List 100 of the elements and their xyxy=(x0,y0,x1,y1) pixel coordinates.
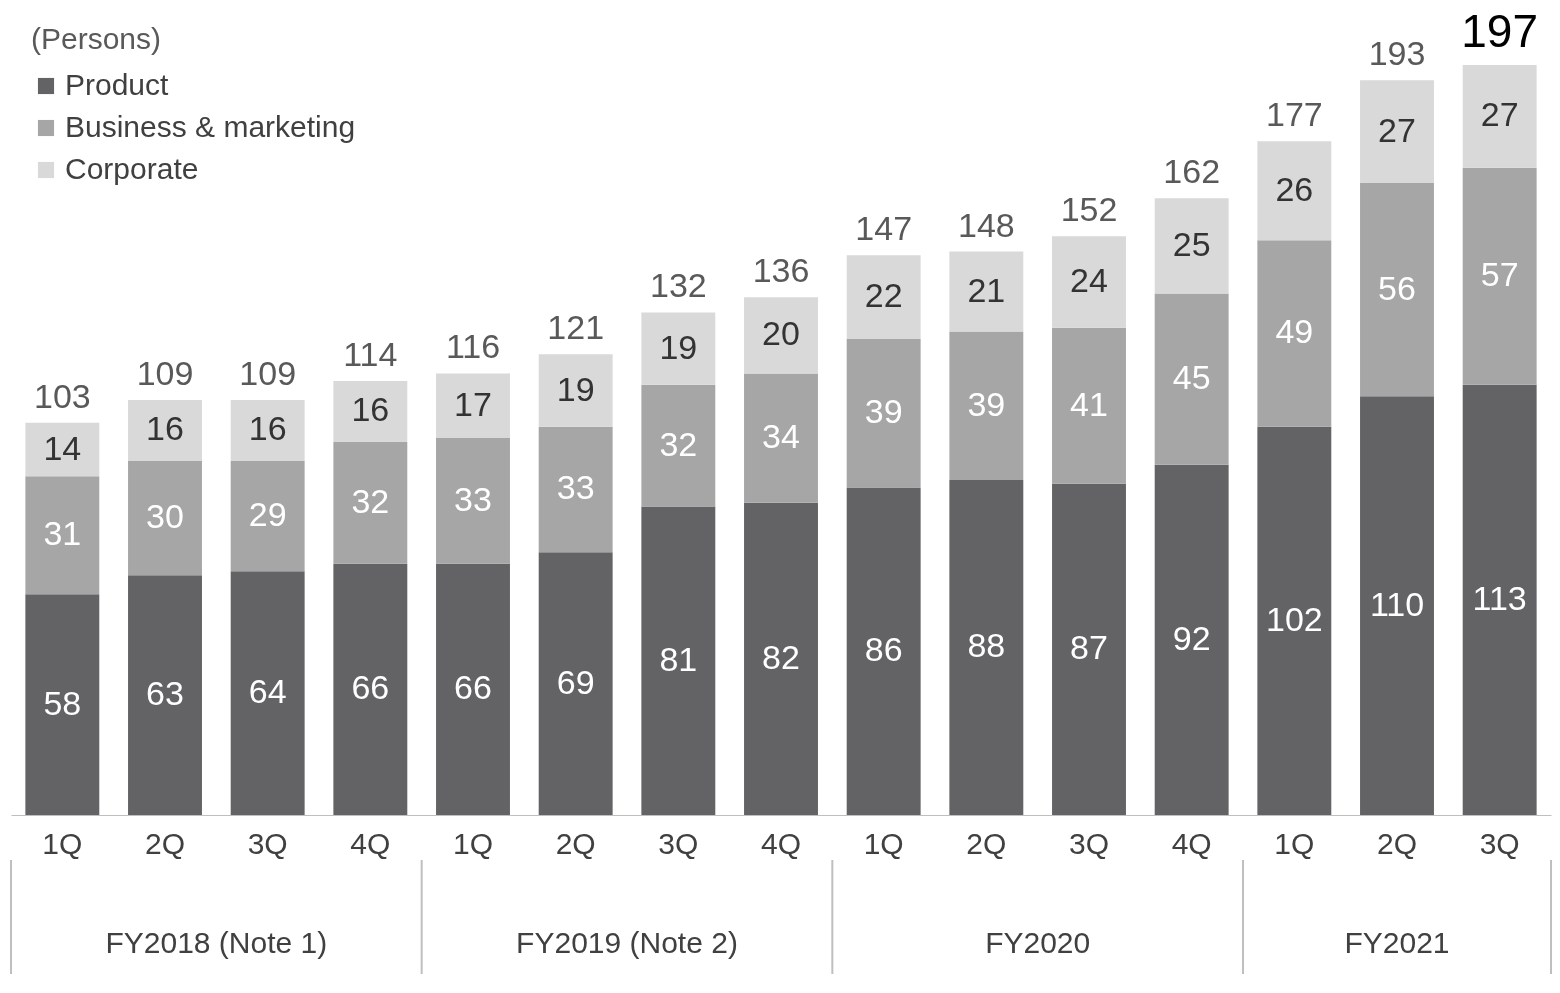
bar xyxy=(1257,240,1332,427)
text: FY2020 xyxy=(985,926,1091,959)
data-label: 21 xyxy=(967,270,1006,309)
total-label: 152 xyxy=(1060,190,1118,229)
data-label: 17 xyxy=(454,384,492,423)
data-label: 33 xyxy=(556,468,595,507)
data-label: 26 xyxy=(1275,169,1314,208)
bar xyxy=(436,563,510,815)
bar xyxy=(1360,396,1434,815)
x-tick-label: 4Q xyxy=(350,826,391,860)
bar xyxy=(846,255,921,340)
data-label: 34 xyxy=(762,417,800,456)
data-label: 56 xyxy=(1378,268,1416,307)
bar xyxy=(1360,80,1434,184)
legend-title: (Persons) xyxy=(31,22,162,55)
x-tick-label: 2Q xyxy=(1376,826,1418,860)
total-label: 132 xyxy=(649,266,707,305)
total-label: 109 xyxy=(239,354,297,393)
data-label: 32 xyxy=(659,424,698,463)
bar xyxy=(846,339,921,488)
bar xyxy=(1360,183,1434,397)
bar xyxy=(25,422,100,477)
total-label: 121 xyxy=(547,308,605,347)
bar xyxy=(949,331,1024,480)
total-label: 114 xyxy=(343,334,398,373)
data-label: 49 xyxy=(1275,312,1314,351)
data-label: 20 xyxy=(762,314,800,353)
data-label: 30 xyxy=(146,497,184,536)
bar xyxy=(1154,198,1229,294)
data-label: 39 xyxy=(967,384,1006,423)
bar xyxy=(538,354,613,427)
x-tick-label: 3Q xyxy=(1068,826,1110,860)
data-label: 113 xyxy=(1472,578,1527,617)
bar xyxy=(128,460,202,576)
bar xyxy=(1462,384,1537,815)
total-label: 148 xyxy=(957,205,1015,244)
x-tick-label: 3Q xyxy=(247,826,288,860)
bar xyxy=(128,575,202,815)
x-tick-label: 4Q xyxy=(760,826,802,860)
legend-label: Business & marketing xyxy=(65,110,356,143)
data-label: 32 xyxy=(351,481,390,520)
bar xyxy=(641,506,716,815)
x-tick-label: 2Q xyxy=(144,826,186,860)
data-label: 88 xyxy=(967,626,1006,665)
data-label: 58 xyxy=(43,683,82,722)
bar xyxy=(1462,65,1537,168)
data-label: 81 xyxy=(659,639,698,678)
bar xyxy=(1052,483,1126,815)
x-tick-label: 1Q xyxy=(452,826,494,860)
bar xyxy=(949,479,1024,815)
data-label: 45 xyxy=(1172,358,1211,397)
bar xyxy=(1052,327,1126,484)
total-label: 193 xyxy=(1368,34,1426,73)
bar xyxy=(128,400,202,461)
data-label: 87 xyxy=(1070,628,1108,667)
data-label: 25 xyxy=(1172,224,1211,263)
bar xyxy=(333,441,408,564)
bar xyxy=(333,380,408,442)
data-label: 16 xyxy=(351,390,390,429)
bar xyxy=(538,426,613,553)
data-label: 69 xyxy=(556,662,595,701)
bar xyxy=(25,476,100,595)
total-label: 147 xyxy=(855,209,913,248)
data-label: 33 xyxy=(454,479,492,518)
data-label: 29 xyxy=(248,495,287,534)
bar xyxy=(1257,426,1332,815)
x-tick-label: 2Q xyxy=(966,826,1007,860)
data-label: 31 xyxy=(43,514,82,553)
bar xyxy=(230,400,305,461)
bar xyxy=(230,460,305,572)
text: FY2018 (Note 1) xyxy=(105,926,328,959)
data-label: 24 xyxy=(1070,261,1108,300)
bar xyxy=(25,594,100,815)
bar xyxy=(1257,141,1332,241)
data-label: 27 xyxy=(1480,95,1519,134)
total-label: 177 xyxy=(1265,95,1323,134)
x-tick-label: 2Q xyxy=(555,826,596,860)
total-label: 162 xyxy=(1163,152,1221,191)
bar xyxy=(744,502,818,815)
bar xyxy=(436,373,510,439)
x-tick-label: 4Q xyxy=(1171,826,1212,860)
data-label: 63 xyxy=(146,674,184,713)
bar xyxy=(1154,293,1229,465)
data-label: 57 xyxy=(1480,255,1519,294)
data-label: 86 xyxy=(864,630,903,669)
data-label: 39 xyxy=(864,392,903,431)
bar xyxy=(744,373,818,503)
data-label: 16 xyxy=(146,409,184,448)
bar xyxy=(1462,167,1537,385)
total-label: 109 xyxy=(136,354,194,393)
bar xyxy=(538,552,613,815)
bar xyxy=(436,438,510,564)
total-label: 197 xyxy=(1461,5,1539,57)
bar xyxy=(641,384,716,507)
total-label: 136 xyxy=(752,251,810,290)
legend-label: Corporate xyxy=(65,152,199,185)
x-tick-label: 1Q xyxy=(42,826,83,860)
bar xyxy=(333,563,408,815)
bar xyxy=(949,251,1024,332)
data-label: 64 xyxy=(248,672,287,711)
